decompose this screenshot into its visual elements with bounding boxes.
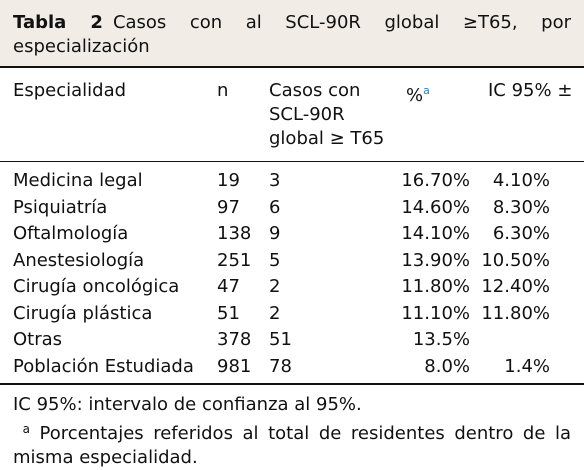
footnote-a-text: Porcentajes referidos al total de reside…: [13, 423, 571, 468]
header-pct: %a: [406, 79, 430, 108]
header-n: n: [217, 80, 229, 101]
header-casos: Casos con SCL-90R global ≥ T65: [269, 80, 385, 149]
cell-n: 251: [217, 249, 252, 271]
cell-ic: 12.40%: [481, 276, 550, 297]
cell-n: 138: [217, 223, 252, 244]
cell-especialidad: Medicina legal: [13, 170, 143, 191]
cell-especialidad: Población Estudiada: [13, 355, 194, 377]
cell-casos: 6: [269, 196, 281, 218]
top-rule: [0, 66, 584, 68]
cell-especialidad: Psiquiatría: [13, 196, 108, 218]
header-especialidad: Especialidad: [13, 80, 127, 101]
cell-ic: 6.30%: [492, 223, 550, 244]
cell-pct: 14.10%: [401, 223, 470, 244]
cell-n: 981: [217, 355, 252, 377]
cell-n: 378: [217, 329, 252, 350]
cell-pct: 14.60%: [401, 196, 470, 218]
header-ic: IC 95% ±: [488, 80, 573, 101]
footnote-a-mark: a: [22, 422, 30, 436]
header-pct-footnote-mark: a: [423, 84, 430, 97]
cell-pct: 13.90%: [401, 249, 470, 271]
cell-especialidad: Otras: [13, 329, 63, 350]
header-pct-label: %: [406, 85, 424, 106]
cell-especialidad: Oftalmología: [13, 223, 129, 244]
cell-pct: 16.70%: [401, 170, 470, 191]
cell-ic: 10.50%: [481, 249, 550, 271]
cell-pct: 11.10%: [401, 302, 470, 324]
cell-casos: 5: [269, 249, 281, 271]
cell-n: 51: [217, 302, 240, 324]
cell-ic: 8.30%: [492, 196, 550, 218]
cell-n: 19: [217, 170, 240, 191]
cell-n: 47: [217, 276, 240, 297]
footnote-a: a Porcentajes referidos al total de resi…: [13, 417, 571, 470]
cell-n: 97: [217, 196, 240, 218]
caption-panel: [0, 0, 584, 66]
cell-casos: 78: [269, 355, 292, 377]
cell-ic: 11.80%: [481, 302, 550, 324]
cell-ic: 1.4%: [504, 355, 550, 377]
cell-pct: 13.5%: [412, 329, 470, 350]
cell-ic: 4.10%: [492, 170, 550, 191]
cell-especialidad: Cirugía oncológica: [13, 276, 180, 297]
cell-pct: 8.0%: [424, 355, 470, 377]
bottom-rule: [0, 383, 584, 385]
table-caption: Tabla 2 Casos con al SCL-90R global ≥T65,…: [13, 11, 571, 59]
cell-casos: 2: [269, 276, 281, 297]
cell-especialidad: Cirugía plástica: [13, 302, 153, 324]
table-label: Tabla 2: [13, 12, 103, 33]
cell-especialidad: Anestesiología: [13, 249, 145, 271]
header-rule: [0, 161, 584, 162]
footnote-ic: IC 95%: intervalo de confianza al 95%.: [13, 394, 362, 415]
cell-casos: 9: [269, 223, 281, 244]
cell-casos: 3: [269, 170, 281, 191]
cell-casos: 2: [269, 302, 281, 324]
table-title: Casos con al SCL-90R global ≥T65, por es…: [13, 12, 571, 57]
cell-pct: 11.80%: [401, 276, 470, 297]
cell-casos: 51: [269, 329, 292, 350]
